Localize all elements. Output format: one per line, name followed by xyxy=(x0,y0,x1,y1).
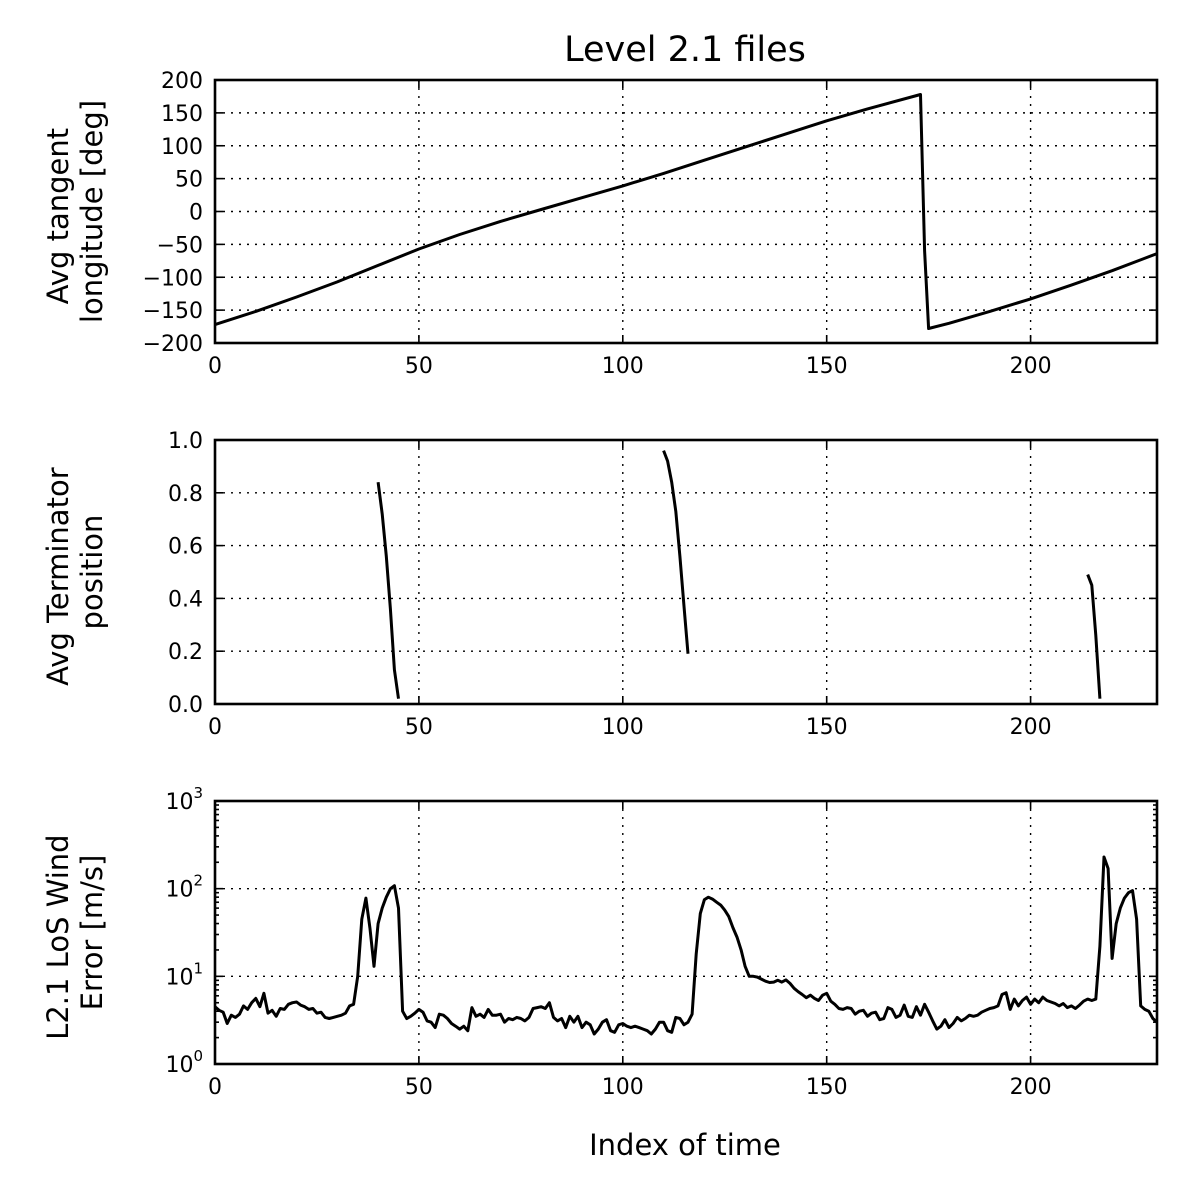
y-tick-label: −150 xyxy=(143,299,203,324)
x-tick-label: 0 xyxy=(208,1075,222,1100)
tick-marks xyxy=(214,439,1157,705)
panel-terminator-position: 0 50 100 150 200 0.0 0.2 0.4 0.6 0.8 1.0 Avg Termi… xyxy=(41,429,1159,740)
y-tick-label: 100 xyxy=(165,1047,203,1078)
tick-marks xyxy=(214,79,1157,344)
x-tick-label: 50 xyxy=(405,715,433,740)
y-axis-label: Avg tangent longitude [deg] xyxy=(41,100,109,323)
y-tick-label: 0.2 xyxy=(168,640,203,665)
grid-lines xyxy=(215,80,1157,343)
y-axis-label-line-1: Avg Terminator xyxy=(41,467,75,686)
grid-lines xyxy=(215,440,1157,704)
x-tick-label: 150 xyxy=(806,715,848,740)
x-tick-label: 150 xyxy=(806,354,848,379)
y-tick-label: 100 xyxy=(161,135,203,160)
x-tick-label: 200 xyxy=(1010,715,1052,740)
y-axis-label: L2.1 LoS Wind Error [m/s] xyxy=(41,825,109,1040)
x-tick-label: 50 xyxy=(405,354,433,379)
chart-title: Level 2.1 files xyxy=(564,30,806,70)
tick-marks xyxy=(214,800,1157,1065)
y-tick-label: 0 xyxy=(189,201,203,226)
panel-tangent-longitude: 0 50 100 150 200−200−150−100−50050100150200 … xyxy=(41,69,1159,379)
y-axis-label-line-2: position xyxy=(75,515,109,630)
y-tick-label: 150 xyxy=(161,102,203,127)
x-tick-label: 0 xyxy=(208,715,222,740)
series-line-segment-1 xyxy=(214,93,1158,330)
series-line-segment-1 xyxy=(376,482,400,699)
y-tick-label: 0.4 xyxy=(168,587,203,612)
y-tick-label: −50 xyxy=(157,233,203,258)
y-tick-label: 0.0 xyxy=(168,693,203,718)
y-tick-label: −200 xyxy=(143,332,203,357)
x-tick-label: 100 xyxy=(602,715,644,740)
y-tick-label: 0.8 xyxy=(168,482,203,507)
y-axis-label-line-2: longitude [deg] xyxy=(75,100,109,323)
y-tick-label: 102 xyxy=(165,872,203,903)
y-tick-label: 50 xyxy=(175,168,203,193)
tick-labels: 0 50 100 150 200 0.0 0.2 0.4 0.6 0.8 1.0 xyxy=(168,429,1052,740)
y-tick-label: −100 xyxy=(143,266,203,291)
series-lines xyxy=(376,450,1102,699)
x-axis-label: Index of time xyxy=(589,1128,781,1162)
x-tick-label: 200 xyxy=(1010,354,1052,379)
y-tick-label: 101 xyxy=(165,959,203,990)
y-tick-label: 200 xyxy=(161,69,203,94)
y-axis-label-line-2: Error [m/s] xyxy=(75,855,109,1011)
x-tick-label: 0 xyxy=(208,354,222,379)
y-tick-label: 0.6 xyxy=(168,535,203,560)
x-tick-label: 50 xyxy=(405,1075,433,1100)
y-tick-label: 1.0 xyxy=(168,429,203,454)
plot-frame xyxy=(213,438,1159,706)
x-tick-label: 100 xyxy=(602,354,644,379)
tick-labels: 0 50 100 150 200 100 101 102 103 xyxy=(165,784,1051,1100)
x-tick-label: 200 xyxy=(1010,1075,1052,1100)
tick-labels: 0 50 100 150 200 −200 −150 −100 −50 0 50 100 150 200 xyxy=(143,69,1052,379)
grid-lines xyxy=(215,801,1157,1064)
series-line-segment-3 xyxy=(1086,574,1102,699)
series-line-segment-1 xyxy=(214,855,1159,1036)
y-tick-label: 103 xyxy=(165,784,203,815)
series-lines xyxy=(214,855,1159,1036)
series-lines xyxy=(214,93,1158,330)
y-axis-label-line-1: Avg tangent xyxy=(41,128,75,304)
plot-frame xyxy=(213,799,1159,1066)
x-tick-label: 100 xyxy=(602,1075,644,1100)
series-line-segment-2 xyxy=(662,450,690,654)
x-tick-label: 150 xyxy=(806,1075,848,1100)
y-axis-label: Avg Terminator position xyxy=(41,458,109,686)
y-axis-label-line-1: L2.1 LoS Wind xyxy=(41,834,75,1039)
panel-wind-error: 0 50 100 150 200 100 101 102 103 L2.1 LoS Wind E… xyxy=(41,784,1159,1100)
